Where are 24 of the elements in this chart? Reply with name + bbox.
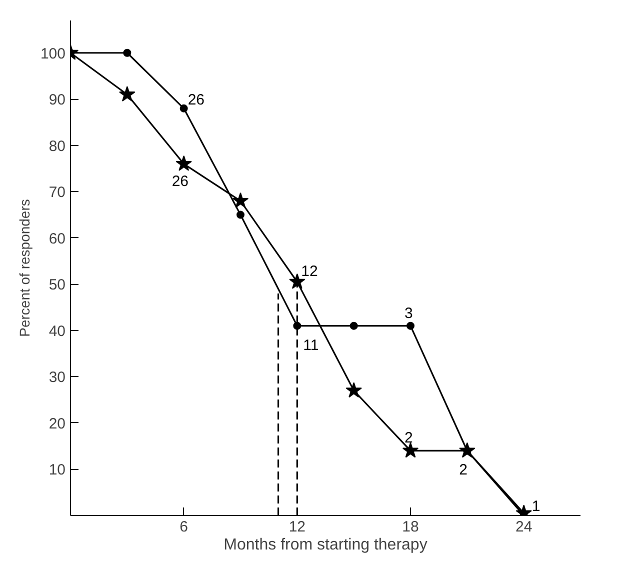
- annotation: 11: [303, 336, 319, 354]
- annotation: 26: [172, 172, 189, 190]
- y-tick-label: 40: [48, 322, 66, 340]
- y-axis-title: Percent of responders: [16, 199, 32, 337]
- y-tick-label: 90: [48, 92, 66, 109]
- annotation: 2: [459, 462, 468, 479]
- y-tick-label: 30: [48, 369, 66, 386]
- x-tick-label: 18: [402, 518, 419, 536]
- annotation: 26: [188, 91, 205, 108]
- y-tick-label: 20: [48, 415, 66, 432]
- y-tick-label: 50: [48, 276, 66, 294]
- y-tick-label: 100: [40, 45, 66, 62]
- y-tick-label: 60: [48, 230, 66, 248]
- y-tick-label: 80: [48, 138, 66, 155]
- y-tick-label: 10: [48, 462, 66, 479]
- annotation: 1: [532, 498, 540, 516]
- x-axis-title: Months from starting therapy: [224, 536, 428, 554]
- x-tick-label: 12: [288, 518, 306, 536]
- annotation: 12: [301, 262, 318, 280]
- x-tick-label: 6: [180, 518, 188, 536]
- annotation: 2: [404, 430, 413, 447]
- x-tick-label: 24: [515, 518, 532, 536]
- annotation: 3: [404, 304, 413, 322]
- y-tick-label: 70: [48, 184, 66, 202]
